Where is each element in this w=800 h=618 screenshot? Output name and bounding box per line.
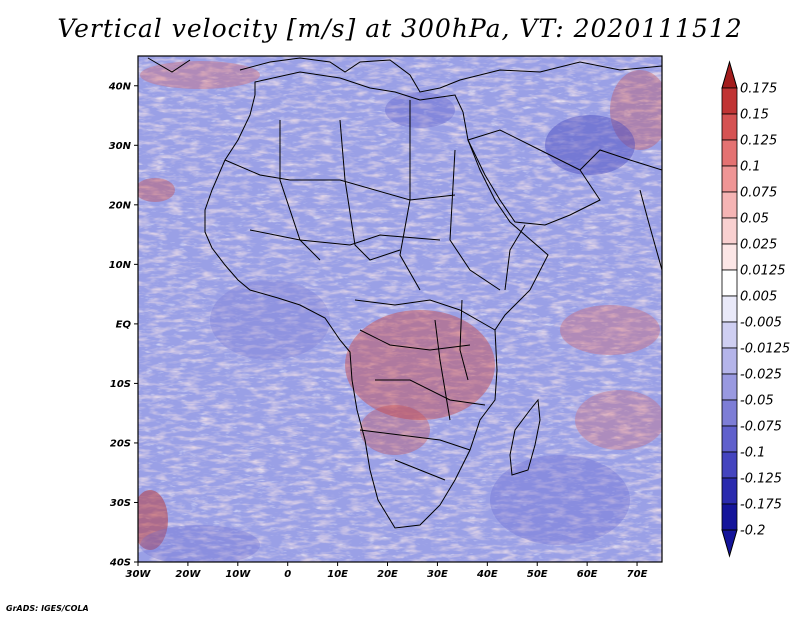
- lon-tick-label: 30W: [126, 569, 152, 580]
- colorbar-segment: [721, 451, 738, 479]
- colorbar-segment: [721, 243, 738, 271]
- colorbar-label: 0.1: [740, 160, 761, 175]
- colorbar-segment: [721, 191, 738, 219]
- colorbar-segment: [721, 87, 738, 115]
- colorbar-segment: [721, 269, 738, 297]
- longitude-axis: 30W 20W 10W 0 10E 20E 30E 40E 50E 60E 70E: [126, 562, 648, 580]
- lat-tick-label: EQ: [116, 319, 132, 330]
- map-title: Vertical velocity [m/s] at 300hPa, VT: 2…: [57, 14, 743, 43]
- lon-tick-label: 10W: [225, 569, 251, 580]
- lon-tick-label: 20W: [175, 569, 201, 580]
- lon-tick-label: 50E: [527, 569, 548, 580]
- colorbar-segment: [721, 425, 738, 453]
- lon-tick-label: 10E: [327, 569, 348, 580]
- colorbar-segment: [721, 295, 738, 323]
- latitude-axis: 40N 30N 20N 10N EQ 10S 20S 30S 40S: [108, 81, 138, 569]
- colorbar-label: -0.125: [740, 472, 782, 487]
- lat-tick-label: 30N: [109, 141, 132, 152]
- colorbar: 0.175 0.15 0.125 0.1 0.075 0.05 0.025 0.0125 0.0…: [721, 60, 790, 558]
- colorbar-label: -0.175: [740, 498, 782, 513]
- colorbar-label: -0.0125: [740, 342, 790, 357]
- colorbar-segment: [721, 503, 738, 531]
- colorbar-segment: [721, 139, 738, 167]
- colorbar-segment: [721, 477, 738, 505]
- colorbar-segment: [721, 373, 738, 401]
- lon-tick-label: 0: [284, 569, 291, 580]
- colorbar-label: 0.175: [740, 82, 777, 97]
- colorbar-label: 0.15: [740, 108, 769, 123]
- coastlines: [147, 57, 662, 529]
- lat-tick-label: 40S: [109, 558, 131, 569]
- colorbar-segment: [721, 217, 738, 245]
- lon-tick-label: 70E: [627, 569, 648, 580]
- colorbar-label: 0.05: [740, 212, 769, 227]
- credit-footer: GrADS: IGES/COLA: [6, 604, 89, 613]
- colorbar-segment: [721, 399, 738, 427]
- colorbar-label: -0.075: [740, 420, 782, 435]
- lat-tick-label: 10S: [110, 379, 131, 390]
- velocity-field: [138, 56, 662, 562]
- colorbar-label: 0.005: [740, 290, 777, 305]
- lat-tick-label: 20S: [110, 438, 131, 449]
- lat-tick-label: 30S: [110, 498, 131, 509]
- lon-tick-label: 40E: [476, 569, 498, 580]
- colorbar-max-arrow: [721, 60, 738, 89]
- colorbar-label: -0.2: [740, 524, 765, 539]
- lat-tick-label: 40N: [108, 81, 132, 92]
- lon-tick-label: 30E: [427, 569, 448, 580]
- lat-tick-label: 10N: [109, 260, 132, 271]
- colorbar-min-arrow: [721, 529, 738, 558]
- colorbar-label: 0.075: [740, 186, 777, 201]
- lat-tick-label: 20N: [109, 200, 132, 211]
- colorbar-label: -0.025: [740, 368, 782, 383]
- colorbar-label: 0.125: [740, 134, 777, 149]
- colorbar-label: 0.025: [740, 238, 777, 253]
- lon-tick-label: 60E: [577, 569, 598, 580]
- colorbar-segment: [721, 113, 738, 141]
- plot-frame: [137, 55, 663, 563]
- colorbar-segment: [721, 347, 738, 375]
- colorbar-segment: [721, 165, 738, 193]
- colorbar-label: -0.1: [740, 446, 765, 461]
- lon-tick-label: 20E: [377, 569, 398, 580]
- colorbar-label: 0.0125: [740, 264, 786, 279]
- colorbar-label: -0.005: [740, 316, 782, 331]
- colorbar-label: -0.05: [740, 394, 774, 409]
- colorbar-segment: [721, 321, 738, 349]
